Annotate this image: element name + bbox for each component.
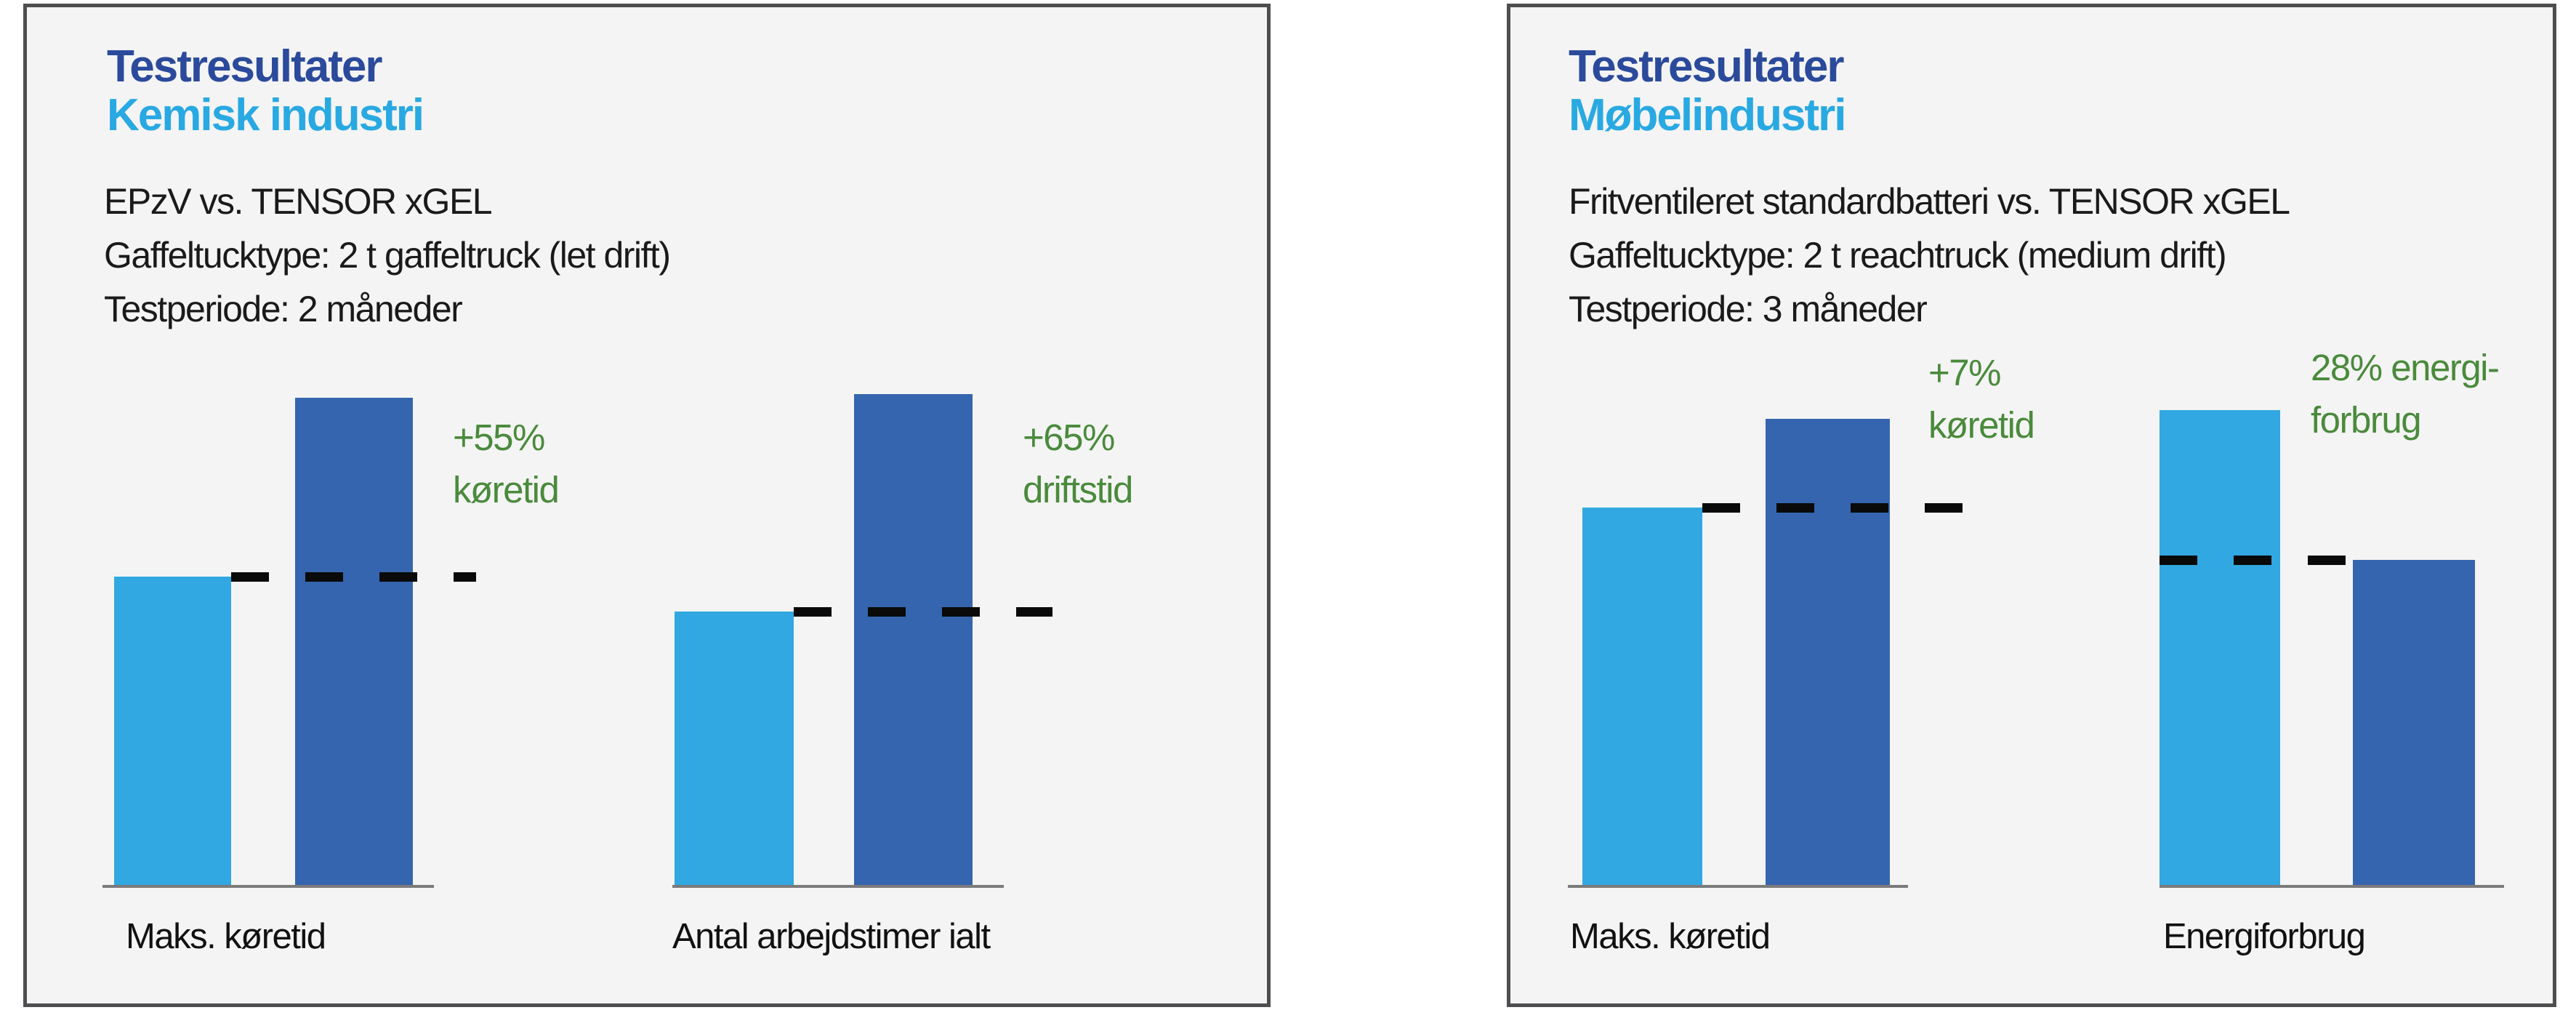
category-label: Energiforbrug — [2163, 917, 2366, 956]
description-line-comparison: Fritventileret standardbatteri vs. TENSO… — [1569, 181, 2290, 222]
bar-chart: Maks. køretid +7% køretid Energiforbrug 28% … — [1510, 7, 2553, 1003]
delta-annotation: 28% energi-forbrug — [2311, 342, 2500, 446]
bar-tensor-xgel — [295, 398, 413, 885]
page-subtitle: Kemisk industri — [107, 90, 424, 140]
delta-annotation-line: +65% — [1023, 417, 1115, 458]
panel-header: Testresultater Møbelindustri — [1569, 41, 1846, 140]
description-line-testperiod: Testperiode: 2 måneder — [104, 289, 463, 329]
chart-baseline — [102, 885, 434, 888]
delta-annotation: +7% køretid — [1928, 347, 2035, 452]
reference-dash-line — [794, 607, 1052, 617]
delta-annotation-line: køretid — [453, 469, 560, 510]
description-line-trucktype: Gaffeltucktype: 2 t gaffeltruck (let dri… — [104, 235, 671, 276]
page-subtitle: Møbelindustri — [1569, 90, 1846, 140]
category-label: Antal arbejdstimer ialt — [672, 917, 991, 956]
bar-epzv — [114, 577, 231, 885]
bar-tensor-xgel — [854, 394, 973, 885]
reference-dash-line — [231, 572, 476, 582]
delta-annotation: +55% køretid — [453, 412, 560, 516]
chart-baseline — [2160, 885, 2504, 888]
delta-annotation-line: forbrug — [2311, 399, 2422, 441]
delta-annotation-line: +55% — [453, 417, 545, 458]
panel-kemisk-industri: Testresultater Kemisk industri EPzV vs. … — [23, 4, 1271, 1007]
delta-annotation-line: +7% — [1928, 352, 2002, 393]
bar-chart: Maks. køretid +55% køretid Antal arbejdstim… — [27, 7, 1267, 1003]
test-description: Fritventileret standardbatteri vs. TENSO… — [1569, 175, 2290, 336]
test-description: EPzV vs. TENSOR xGEL Gaffeltucktype: 2 t… — [104, 175, 671, 336]
page-title: Testresultater — [107, 41, 382, 92]
reference-dash-line — [2160, 556, 2346, 565]
delta-annotation-line: driftstid — [1023, 469, 1133, 510]
bar-fritventileret-standardbatteri — [1582, 508, 1702, 885]
page-title: Testresultater — [1569, 41, 1844, 92]
reference-dash-line — [1702, 503, 1964, 513]
delta-annotation-line: 28% energi- — [2311, 347, 2500, 388]
category-label: Maks. køretid — [1570, 917, 1771, 956]
delta-annotation: +65% driftstid — [1023, 412, 1133, 516]
panel-header: Testresultater Kemisk industri — [107, 41, 424, 140]
bar-fritventileret-standardbatteri — [2160, 410, 2280, 885]
delta-annotation-line: køretid — [1928, 404, 2035, 446]
bar-tensor-xgel — [2353, 560, 2475, 885]
bar-epzv — [675, 612, 794, 885]
panel-moebelindustri: Testresultater Møbelindustri Fritventile… — [1507, 4, 2556, 1007]
bar-tensor-xgel — [1766, 419, 1890, 885]
category-label: Maks. køretid — [126, 917, 326, 956]
chart-baseline — [1568, 885, 1908, 888]
description-line-comparison: EPzV vs. TENSOR xGEL — [104, 181, 493, 222]
chart-baseline — [672, 885, 1004, 888]
description-line-trucktype: Gaffeltucktype: 2 t reachtruck (medium d… — [1569, 235, 2227, 276]
description-line-testperiod: Testperiode: 3 måneder — [1569, 289, 1928, 329]
